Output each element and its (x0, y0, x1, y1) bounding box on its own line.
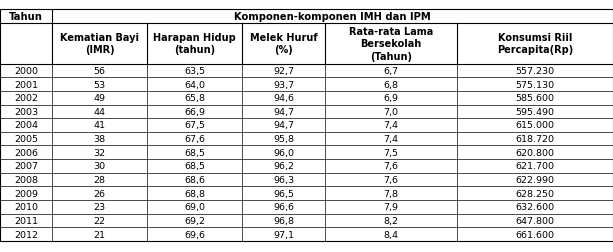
Text: 647.800: 647.800 (516, 216, 554, 225)
Text: 2008: 2008 (14, 175, 38, 184)
Text: 65,8: 65,8 (184, 94, 205, 103)
Text: 28: 28 (94, 175, 105, 184)
Text: 97,1: 97,1 (273, 230, 294, 239)
Text: 66,9: 66,9 (184, 107, 205, 116)
Text: 49: 49 (94, 94, 105, 103)
Text: 94,7: 94,7 (273, 121, 294, 130)
Text: 2004: 2004 (14, 121, 38, 130)
Text: 7,4: 7,4 (383, 135, 398, 144)
Text: 96,0: 96,0 (273, 148, 294, 157)
Text: 622.990: 622.990 (516, 175, 554, 184)
Text: 38: 38 (94, 135, 105, 144)
Text: 94,7: 94,7 (273, 107, 294, 116)
Text: 96,5: 96,5 (273, 189, 294, 198)
Text: 585.600: 585.600 (516, 94, 554, 103)
Text: 68,8: 68,8 (184, 189, 205, 198)
Text: 2001: 2001 (14, 80, 38, 89)
Text: 56: 56 (94, 67, 105, 76)
Text: 7,8: 7,8 (383, 189, 398, 198)
Text: 93,7: 93,7 (273, 80, 294, 89)
Text: 53: 53 (94, 80, 105, 89)
Text: Rata-rata Lama
Bersekolah
(Tahun): Rata-rata Lama Bersekolah (Tahun) (349, 27, 433, 61)
Text: Melek Huruf
(%): Melek Huruf (%) (249, 33, 318, 55)
Text: 628.250: 628.250 (516, 189, 554, 198)
Text: 661.600: 661.600 (516, 230, 554, 239)
Text: 21: 21 (94, 230, 105, 239)
Text: Tahun: Tahun (9, 12, 43, 22)
Text: 64,0: 64,0 (184, 80, 205, 89)
Text: 621.700: 621.700 (516, 162, 554, 171)
Text: 96,8: 96,8 (273, 216, 294, 225)
Text: 2011: 2011 (14, 216, 38, 225)
Text: 7,4: 7,4 (383, 121, 398, 130)
Text: 68,6: 68,6 (184, 175, 205, 184)
Text: 2005: 2005 (14, 135, 38, 144)
Text: 2009: 2009 (14, 189, 38, 198)
Text: 67,6: 67,6 (184, 135, 205, 144)
Text: 23: 23 (94, 203, 105, 212)
Text: 96,2: 96,2 (273, 162, 294, 171)
Text: 575.130: 575.130 (516, 80, 554, 89)
Text: 69,2: 69,2 (184, 216, 205, 225)
Text: 92,7: 92,7 (273, 67, 294, 76)
Text: 7,6: 7,6 (383, 162, 398, 171)
Text: 7,5: 7,5 (383, 148, 398, 157)
Text: 6,8: 6,8 (383, 80, 398, 89)
Text: 618.720: 618.720 (516, 135, 554, 144)
Text: 2012: 2012 (14, 230, 38, 239)
Text: 94,6: 94,6 (273, 94, 294, 103)
Text: Konsumsi Riil
Percapita(Rp): Konsumsi Riil Percapita(Rp) (497, 33, 573, 55)
Text: 2000: 2000 (14, 67, 38, 76)
Text: 2003: 2003 (14, 107, 38, 116)
Text: 96,6: 96,6 (273, 203, 294, 212)
Text: 557.230: 557.230 (516, 67, 554, 76)
Text: Komponen-komponen IMH dan IPM: Komponen-komponen IMH dan IPM (234, 12, 431, 22)
Text: 7,9: 7,9 (383, 203, 398, 212)
Text: 6,7: 6,7 (383, 67, 398, 76)
Text: Kematian Bayi
(IMR): Kematian Bayi (IMR) (60, 33, 139, 55)
Text: 26: 26 (94, 189, 105, 198)
Text: 69,0: 69,0 (184, 203, 205, 212)
Text: Harapan Hidup
(tahun): Harapan Hidup (tahun) (153, 33, 236, 55)
Text: 22: 22 (94, 216, 105, 225)
Text: 595.490: 595.490 (516, 107, 554, 116)
Text: 32: 32 (94, 148, 105, 157)
Text: 2010: 2010 (14, 203, 38, 212)
Text: 69,6: 69,6 (184, 230, 205, 239)
Text: 30: 30 (94, 162, 105, 171)
Text: 67,5: 67,5 (184, 121, 205, 130)
Text: 68,5: 68,5 (184, 148, 205, 157)
Text: 8,4: 8,4 (383, 230, 398, 239)
Text: 7,0: 7,0 (383, 107, 398, 116)
Text: 7,6: 7,6 (383, 175, 398, 184)
Text: 41: 41 (94, 121, 105, 130)
Text: 632.600: 632.600 (516, 203, 554, 212)
Text: 2002: 2002 (14, 94, 38, 103)
Text: 2006: 2006 (14, 148, 38, 157)
Text: 8,2: 8,2 (383, 216, 398, 225)
Text: 6,9: 6,9 (383, 94, 398, 103)
Text: 44: 44 (94, 107, 105, 116)
Text: 620.800: 620.800 (516, 148, 554, 157)
Text: 68,5: 68,5 (184, 162, 205, 171)
Text: 615.000: 615.000 (516, 121, 554, 130)
Text: 96,3: 96,3 (273, 175, 294, 184)
Text: 95,8: 95,8 (273, 135, 294, 144)
Text: 63,5: 63,5 (184, 67, 205, 76)
Text: 2007: 2007 (14, 162, 38, 171)
